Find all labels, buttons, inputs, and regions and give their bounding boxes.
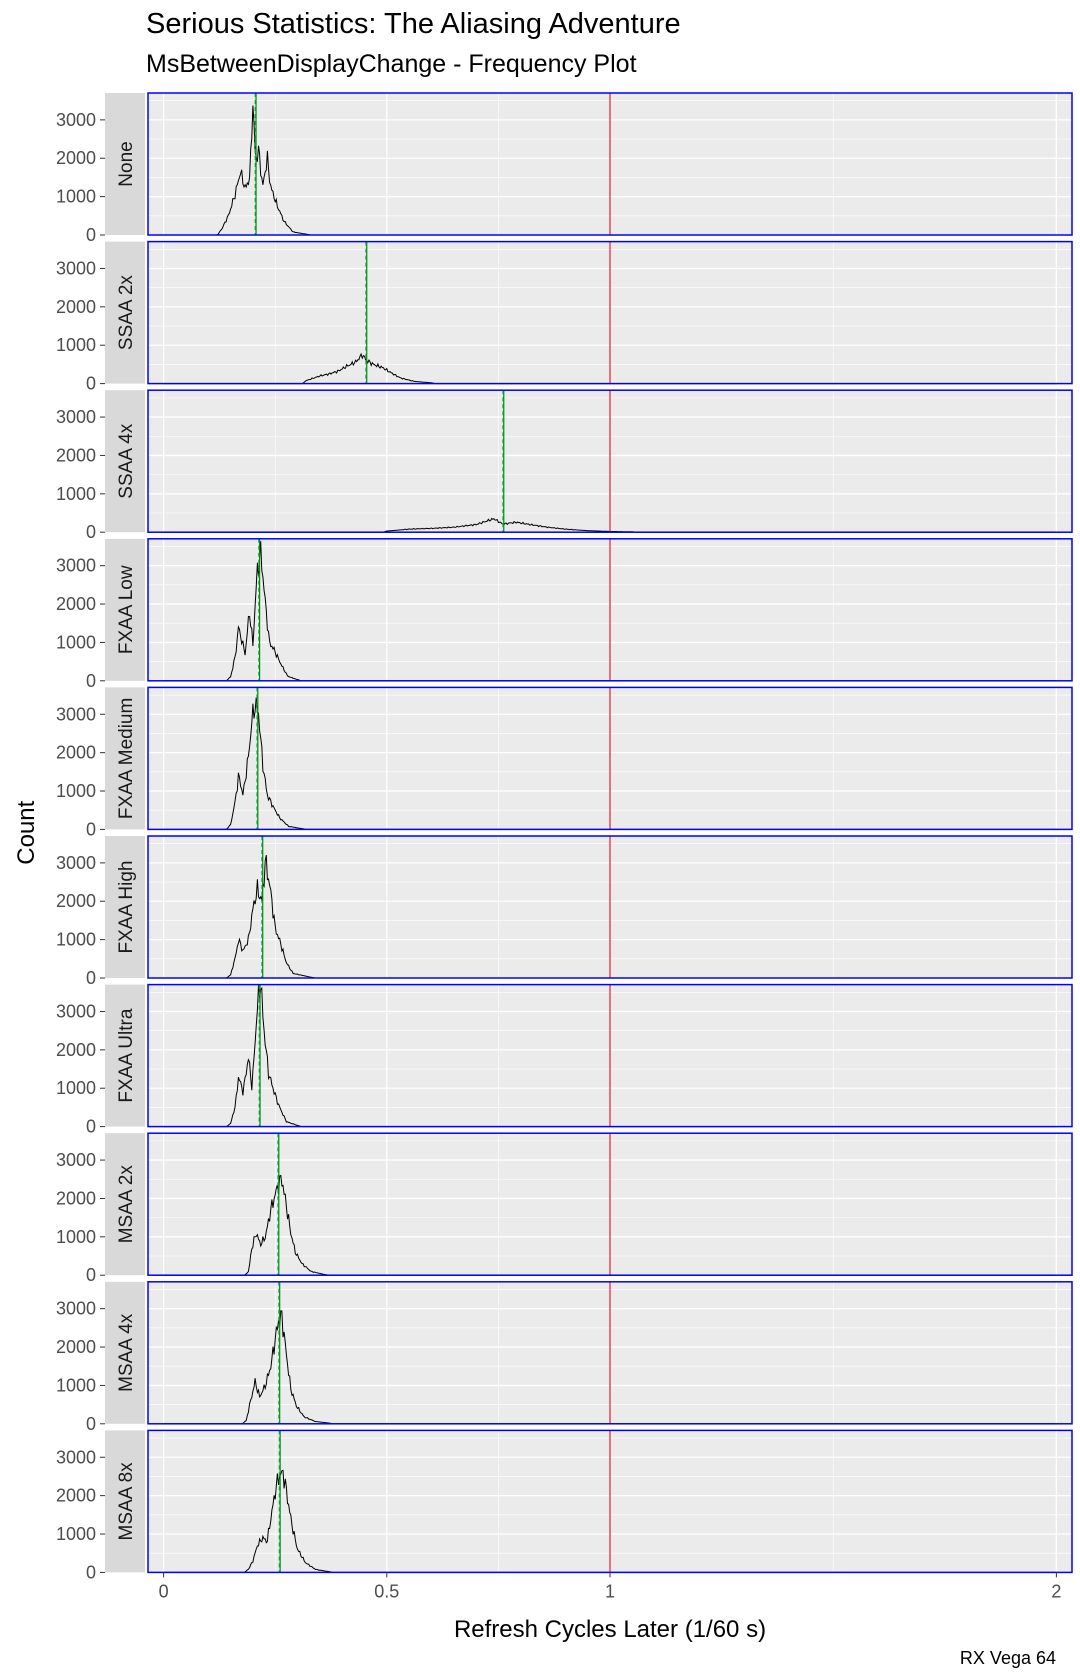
- panel-border: [147, 686, 1073, 831]
- x-tick-label: 0: [159, 1581, 169, 1601]
- y-tick-label: 3000: [56, 110, 96, 130]
- y-tick-label: 1000: [56, 187, 96, 207]
- facet-label: FXAA High: [116, 861, 137, 954]
- facet-strip: [105, 1281, 145, 1424]
- chart-caption: RX Vega 64: [959, 1648, 1056, 1668]
- y-tick-label: 0: [86, 225, 96, 245]
- y-tick-label: 1000: [56, 781, 96, 801]
- y-tick-label: 0: [86, 671, 96, 691]
- facet-strip: [105, 538, 145, 681]
- y-tick-label: 0: [86, 1117, 96, 1137]
- y-tick-label: 2000: [56, 594, 96, 614]
- y-tick-label: 1000: [56, 484, 96, 504]
- panel-border: [147, 240, 1073, 385]
- panel-border: [147, 835, 1073, 979]
- y-tick-label: 3000: [56, 407, 96, 427]
- facet-label: FXAA Medium: [116, 698, 137, 819]
- facet-strip: [105, 1133, 145, 1276]
- facet-label: SSAA 2x: [116, 275, 137, 350]
- y-tick-label: 1000: [56, 1078, 96, 1098]
- facet-strip: [105, 93, 145, 235]
- y-tick-label: 3000: [56, 704, 96, 724]
- y-tick-label: 2000: [56, 1337, 96, 1357]
- x-axis-title: Refresh Cycles Later (1/60 s): [454, 1616, 766, 1643]
- y-tick-label: 2000: [56, 891, 96, 911]
- facet-label: FXAA Ultra: [116, 1008, 137, 1102]
- y-tick-label: 0: [86, 1265, 96, 1285]
- y-tick-label: 3000: [56, 1150, 96, 1170]
- panel-border: [147, 389, 1073, 533]
- panel-border: [147, 538, 1073, 682]
- y-tick-label: 1000: [56, 1227, 96, 1247]
- x-tick-label: 0.5: [374, 1581, 399, 1601]
- panel-border: [147, 983, 1073, 1128]
- y-tick-label: 0: [86, 522, 96, 542]
- y-tick-label: 1000: [56, 1524, 96, 1544]
- y-tick-label: 1000: [56, 335, 96, 355]
- facet-label: None: [116, 141, 137, 186]
- y-tick-label: 2000: [56, 743, 96, 763]
- y-tick-label: 2000: [56, 148, 96, 168]
- y-tick-label: 3000: [56, 1447, 96, 1467]
- facet-label: FXAA Low: [116, 565, 137, 654]
- y-tick-label: 3000: [56, 556, 96, 576]
- facet-strip: [105, 836, 145, 978]
- y-tick-label: 3000: [56, 258, 96, 278]
- panel-border: [147, 92, 1073, 236]
- y-tick-label: 2000: [56, 445, 96, 465]
- panel-border: [147, 1281, 1073, 1425]
- y-tick-label: 3000: [56, 1001, 96, 1021]
- y-tick-label: 2000: [56, 1040, 96, 1060]
- y-tick-label: 0: [86, 819, 96, 839]
- y-tick-label: 3000: [56, 853, 96, 873]
- facet-label: MSAA 2x: [116, 1165, 137, 1244]
- y-tick-label: 2000: [56, 1188, 96, 1208]
- y-tick-label: 0: [86, 1562, 96, 1582]
- y-axis-title: Count: [13, 800, 40, 864]
- facet-strip: [105, 390, 145, 533]
- y-tick-label: 0: [86, 374, 96, 394]
- y-tick-label: 2000: [56, 1486, 96, 1506]
- panel-border: [147, 1132, 1073, 1276]
- facet-strip: [105, 241, 145, 384]
- y-tick-label: 0: [86, 968, 96, 988]
- facet-strip: [105, 984, 145, 1127]
- chart-title: Serious Statistics: The Aliasing Adventu…: [146, 8, 681, 40]
- facet-label: MSAA 4x: [116, 1313, 137, 1392]
- y-tick-label: 2000: [56, 297, 96, 317]
- y-tick-label: 1000: [56, 930, 96, 950]
- y-tick-label: 1000: [56, 632, 96, 652]
- y-tick-label: 3000: [56, 1299, 96, 1319]
- y-tick-label: 0: [86, 1414, 96, 1434]
- facet-label: SSAA 4x: [116, 423, 137, 498]
- x-tick-label: 2: [1051, 1581, 1061, 1601]
- x-tick-label: 1: [605, 1581, 615, 1601]
- facet-label: MSAA 8x: [116, 1462, 137, 1541]
- facet-strip: [105, 687, 145, 830]
- chart-subtitle: MsBetweenDisplayChange - Frequency Plot: [146, 50, 637, 78]
- y-tick-label: 1000: [56, 1375, 96, 1395]
- facet-strip: [105, 1430, 145, 1573]
